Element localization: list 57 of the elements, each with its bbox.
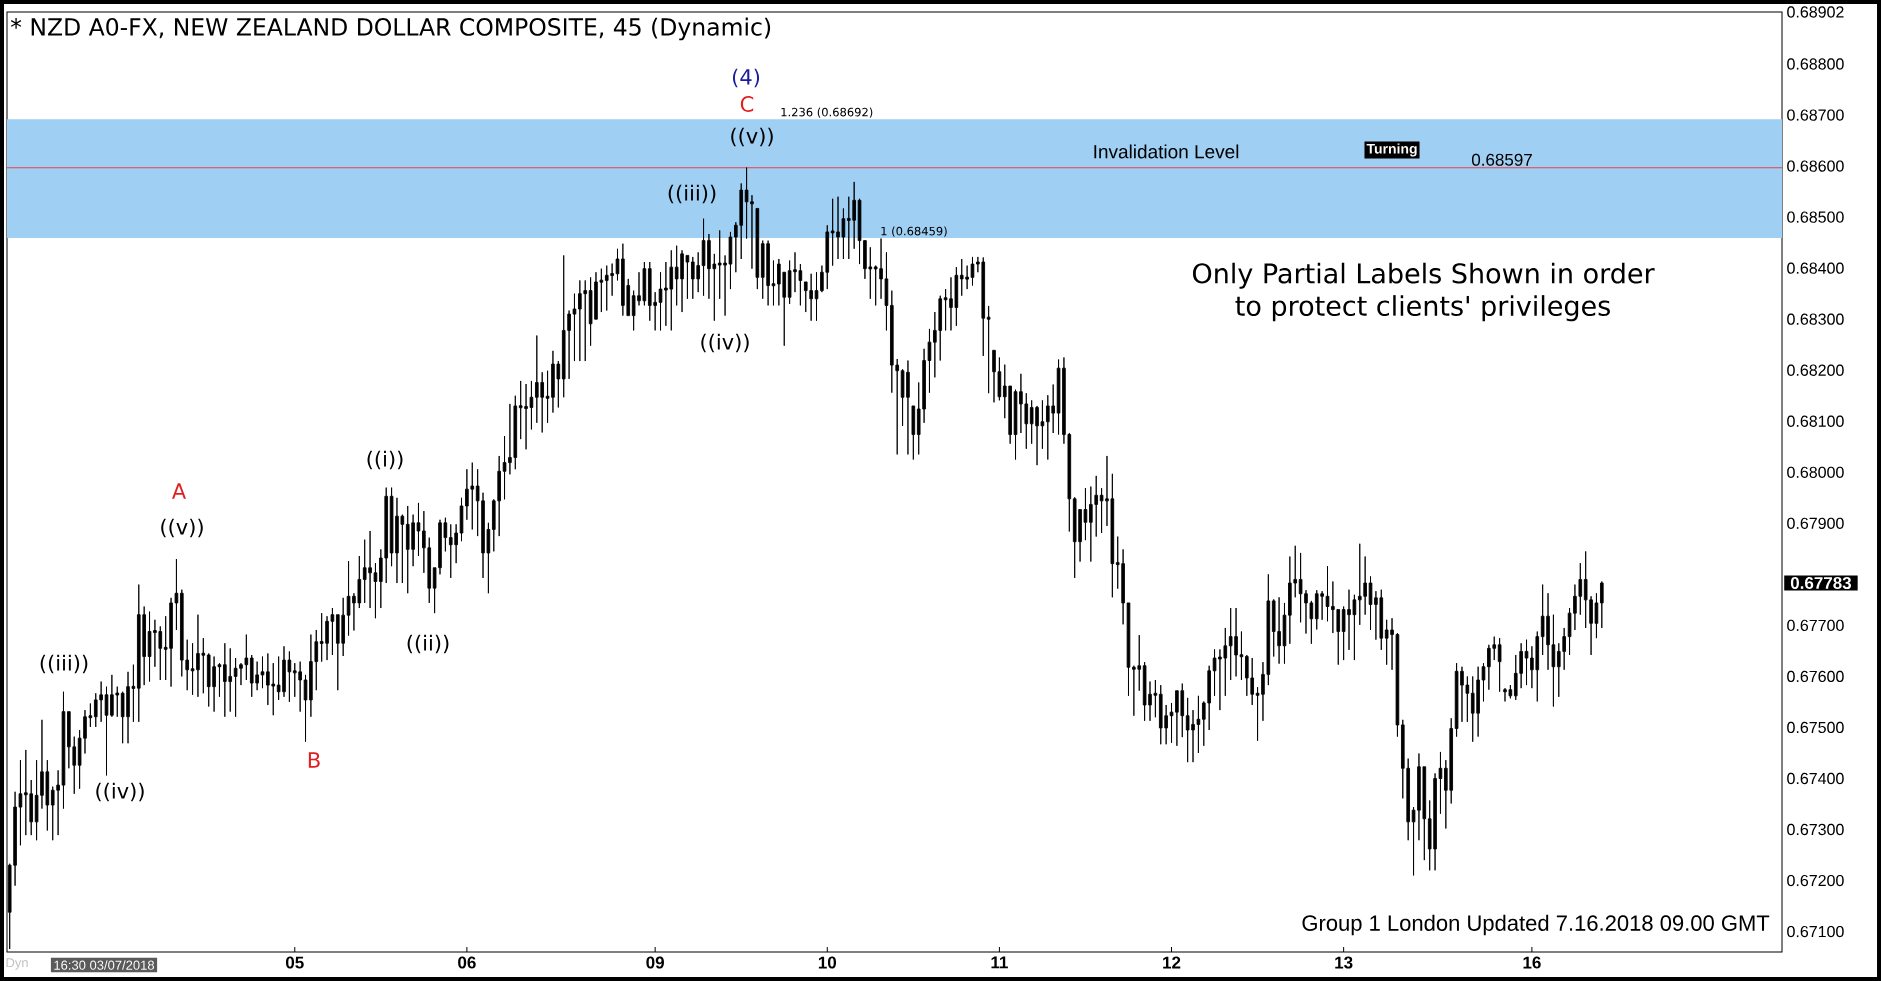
- y-tick-label: 0.67600: [1787, 670, 1844, 683]
- annotation: ((iii)): [668, 184, 716, 204]
- annotation: ((i)): [367, 450, 403, 470]
- x-tick-label: 10: [818, 956, 837, 969]
- text: 0.67783: [1790, 576, 1852, 590]
- annotation: C: [740, 96, 754, 112]
- candlestick: [970, 256, 975, 286]
- annotation: ((ii)): [407, 634, 449, 654]
- y-tick-label: 0.67200: [1787, 874, 1844, 887]
- y-tick-label: 0.68000: [1787, 466, 1844, 478]
- annotation: ((iv)): [96, 782, 144, 802]
- y-tick-label: 0.67900: [1787, 517, 1844, 529]
- annotation: 0.68597: [1471, 153, 1532, 166]
- annotation: A: [171, 483, 187, 499]
- candlestick: [1600, 581, 1604, 629]
- annotation: 1.236 (0.68692): [781, 107, 873, 118]
- annotation: ((v)): [161, 518, 203, 538]
- y-tick-label: 0.68700: [1787, 109, 1844, 121]
- text: Dyn: [6, 958, 28, 970]
- y-tick-label: 0.67300: [1787, 823, 1844, 836]
- annotation: (4): [732, 68, 760, 88]
- ref-line-label: Invalidation Level: [1094, 144, 1239, 159]
- candlestick: [1497, 637, 1502, 693]
- y-tick-label: 0.68400: [1787, 262, 1844, 274]
- y-tick-label: 0.68902: [1787, 6, 1844, 18]
- x-tick-label: 16: [1523, 956, 1541, 969]
- candlestick: [260, 656, 265, 689]
- candlestick: [911, 405, 916, 460]
- x-tick-label: 09: [646, 956, 664, 969]
- candlestick: [755, 208, 760, 290]
- y-tick-label: 0.68800: [1787, 58, 1844, 70]
- x-tick-label: 13: [1335, 956, 1353, 969]
- annotation: 1 (0.68459): [881, 226, 947, 237]
- annotation: Only Partial Labels Shown in order to protect clients' privileges: [1192, 262, 1655, 322]
- candlestick: [986, 305, 991, 394]
- y-tick-label: 0.67400: [1787, 772, 1844, 785]
- y-tick-label: 0.68500: [1787, 211, 1844, 223]
- annotation: ((iv)): [701, 333, 749, 353]
- text: 16:30 03/07/2018: [54, 960, 155, 970]
- annotation: Turning: [1366, 143, 1417, 157]
- candlestick: [1325, 565, 1330, 622]
- chart-title: * NZD A0-FX, NEW ZEALAND DOLLAR COMPOSITE, 45 (Dynamic): [10, 17, 771, 41]
- y-tick-label: 0.67100: [1787, 925, 1844, 938]
- x-tick-label: 11: [991, 956, 1008, 969]
- x-tick-label: 12: [1163, 956, 1181, 969]
- annotation: B: [308, 752, 320, 768]
- y-tick-label: 0.68600: [1787, 160, 1844, 172]
- x-tick-label: 06: [458, 956, 476, 969]
- y-tick-label: 0.68200: [1787, 364, 1844, 376]
- y-tick-label: 0.68300: [1787, 313, 1844, 325]
- annotation: ((iii)): [40, 654, 88, 674]
- x-tick-label: 05: [285, 956, 304, 969]
- y-tick-label: 0.67700: [1787, 619, 1844, 632]
- annotation: ((v)): [731, 127, 773, 147]
- y-tick-label: 0.68100: [1787, 415, 1844, 427]
- y-tick-label: 0.67500: [1787, 721, 1844, 734]
- annotation: Group 1 London Updated 7.16.2018 09.00 GMT: [1302, 914, 1770, 936]
